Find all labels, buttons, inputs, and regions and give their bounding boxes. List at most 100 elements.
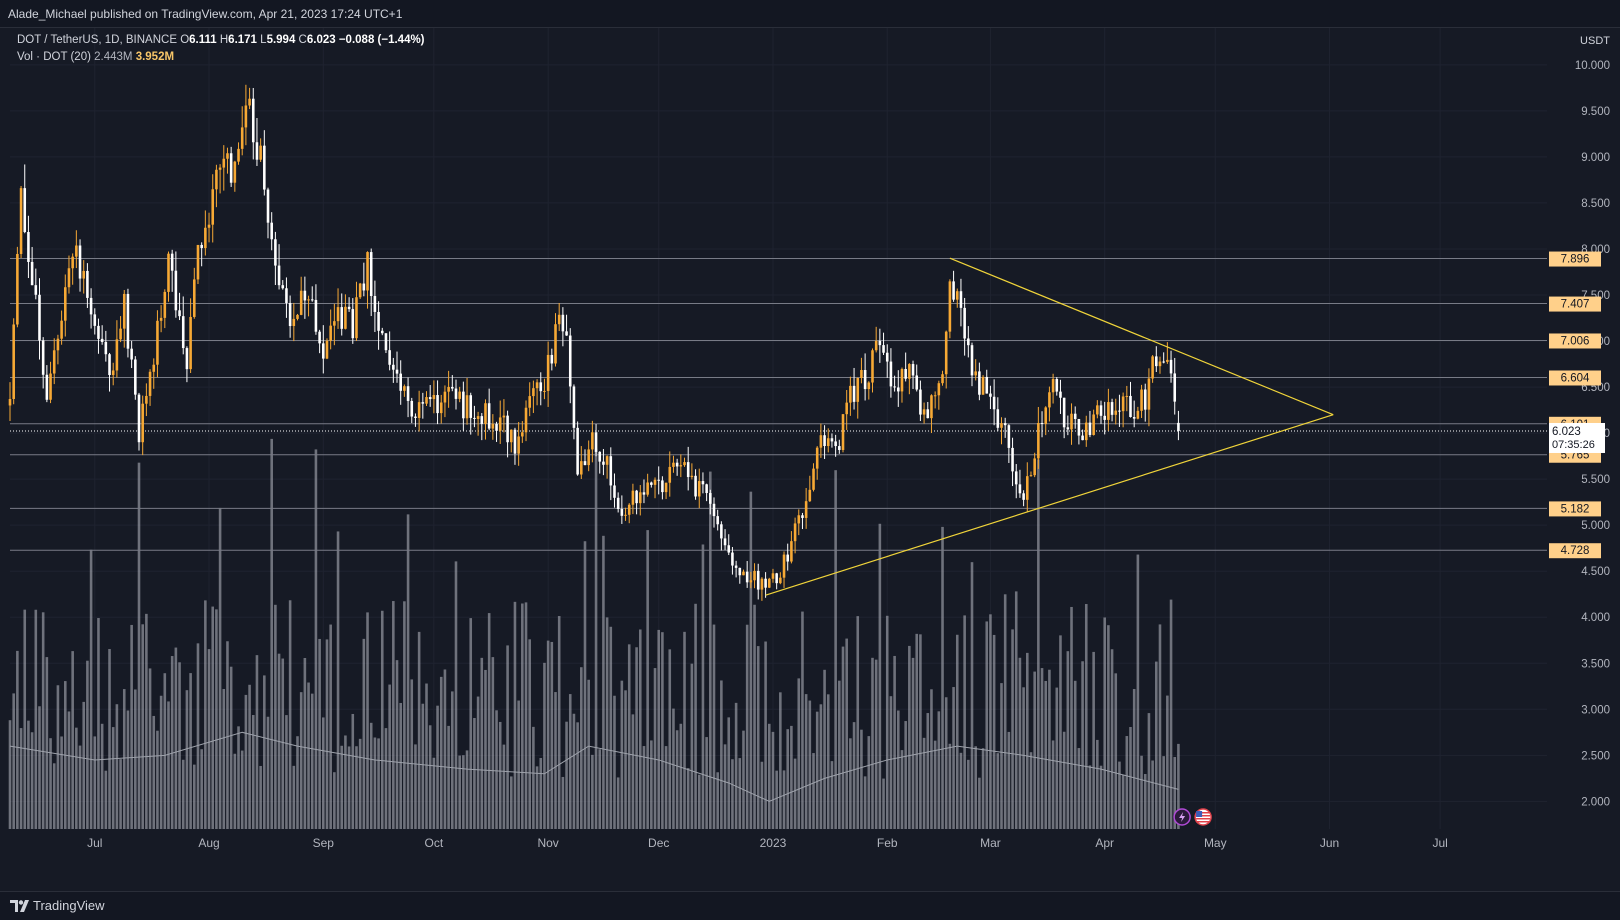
candle-body — [996, 409, 1000, 428]
time-tick-label: Jul — [87, 836, 102, 850]
volume-bar — [358, 738, 362, 829]
volume-bar — [568, 694, 572, 829]
candle-body — [826, 438, 830, 447]
volume-bar — [1048, 669, 1051, 829]
candle-body — [849, 385, 852, 403]
candle-body — [723, 538, 727, 546]
candle-body — [981, 376, 985, 395]
candle-body — [277, 265, 281, 286]
price-tick-label: 3.500 — [1581, 658, 1610, 670]
volume-bar — [1155, 661, 1158, 829]
candle-body — [1059, 391, 1062, 398]
volume-bar — [904, 721, 907, 829]
volume-bar — [1151, 760, 1154, 829]
candle-body — [613, 485, 616, 498]
volume-bar — [1166, 695, 1169, 829]
volume-bar — [67, 711, 71, 829]
volume-bar — [163, 673, 167, 829]
candle-body — [229, 153, 233, 183]
candle-body — [963, 307, 966, 339]
volume-bar — [274, 604, 277, 829]
volume-bar — [830, 761, 834, 829]
candle-body — [712, 503, 716, 517]
candle-body — [572, 386, 576, 428]
us-flag-icon[interactable] — [1194, 808, 1212, 826]
volume-bar — [126, 710, 130, 829]
volume-bar — [970, 562, 974, 829]
chart-area[interactable]: USDT10.0009.5009.0008.5008.0007.5007.000… — [0, 28, 1620, 891]
candle-body — [322, 343, 325, 359]
candle-body — [200, 244, 203, 249]
high-value: 6.171 — [228, 34, 257, 46]
volume-bar — [996, 753, 1000, 829]
candle-body — [439, 402, 443, 414]
candle-body — [867, 382, 871, 390]
volume-bar — [1088, 765, 1092, 829]
volume-bar — [1103, 617, 1106, 829]
candle-body — [1103, 415, 1106, 420]
volume-bar — [790, 725, 793, 829]
candle-body — [111, 370, 115, 376]
volume-ma-value: 2.443M — [94, 51, 133, 63]
volume-bar — [616, 777, 620, 829]
volume-bar — [627, 644, 631, 829]
candle-body — [897, 387, 900, 392]
volume-bar — [193, 764, 196, 829]
volume-bar — [296, 736, 299, 829]
volume-bar — [738, 758, 742, 829]
volume-bar — [819, 704, 823, 829]
candle-body — [358, 283, 362, 298]
candle-body — [1033, 458, 1036, 476]
volume-bar — [712, 624, 716, 829]
candle-body — [266, 189, 270, 223]
candle-body — [720, 524, 723, 539]
last-price-countdown: 07:35:26 — [1552, 439, 1595, 451]
volume-bar — [1132, 689, 1136, 829]
lightning-icon[interactable] — [1173, 808, 1191, 826]
candle-body — [690, 475, 694, 478]
volume-bar — [56, 685, 60, 829]
volume-bar — [638, 629, 642, 829]
volume-bar — [119, 759, 122, 829]
candle-body — [661, 480, 664, 493]
volume-bar — [373, 737, 377, 829]
volume-bar — [1158, 624, 1162, 829]
price-chart[interactable]: USDT10.0009.5009.0008.5008.0007.5007.000… — [0, 28, 1620, 891]
candle-body — [738, 567, 742, 576]
volume-bar — [104, 770, 108, 829]
volume-bar — [852, 722, 856, 829]
volume-bar — [115, 704, 119, 829]
candle-body — [285, 288, 288, 303]
volume-bar — [679, 723, 683, 829]
volume-bar — [111, 727, 115, 829]
volume-bar — [1007, 731, 1011, 829]
price-tick-label: 4.000 — [1581, 612, 1610, 624]
candle-body — [967, 338, 970, 346]
volume-bar — [786, 729, 790, 829]
volume-bar — [874, 659, 878, 829]
volume-bar — [222, 688, 226, 829]
candle-body — [771, 573, 775, 579]
candle-body — [406, 386, 410, 401]
time-tick-label: Jun — [1320, 836, 1339, 850]
candle-body — [1099, 405, 1103, 416]
volume-bar — [122, 689, 126, 829]
volume-bar — [893, 655, 896, 829]
volume-bar — [1143, 774, 1147, 829]
volume-bar — [745, 624, 749, 829]
volume-bar — [528, 639, 531, 829]
volume-bar — [8, 720, 12, 829]
candle-body — [878, 340, 882, 346]
volume-bar — [299, 692, 303, 829]
candle-body — [355, 297, 358, 339]
close-label: C — [298, 34, 307, 46]
event-icons[interactable] — [1173, 808, 1212, 826]
candle-body — [753, 570, 756, 581]
time-tick-label: Jul — [1432, 836, 1447, 850]
volume-bar — [23, 609, 27, 829]
candle-body — [399, 373, 402, 391]
candle-body — [27, 232, 30, 262]
candle-body — [705, 484, 708, 494]
candle-body — [668, 466, 672, 483]
volume-bar — [672, 708, 675, 829]
